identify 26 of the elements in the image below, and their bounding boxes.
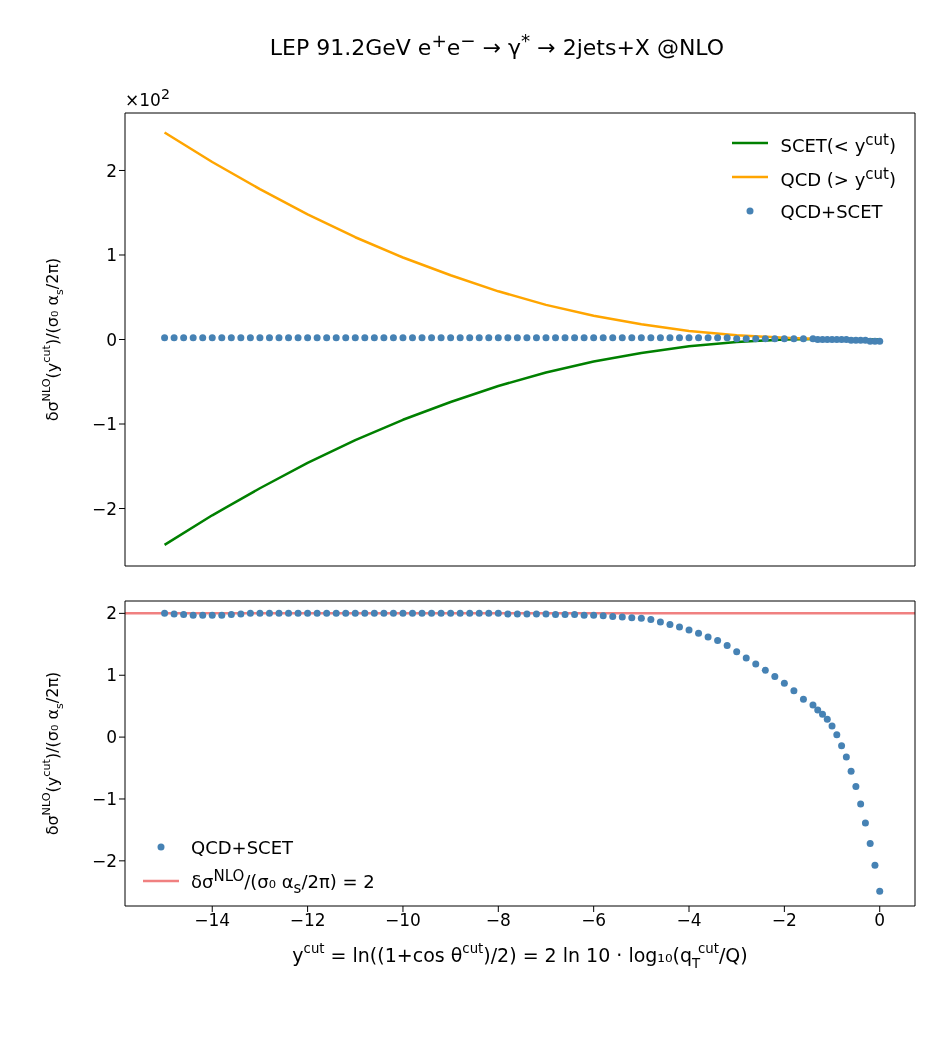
x-tick-label: −10 [385, 910, 421, 931]
legend-label: QCD+SCET [780, 200, 883, 222]
y-tick-label: −2 [91, 851, 117, 872]
x-axis-title: y$^{cut}$ = ln((1+cos θ$^{cut}$)/2) = 2 ln 10 · log₁₀(q$_{T}$$^{cut}$/Q) [292, 940, 748, 971]
x-tick-label: −4 [676, 910, 702, 931]
x-tick-label: 0 [874, 910, 886, 931]
y-tick-label: 2 [106, 603, 117, 624]
y-tick-label: −1 [91, 414, 117, 435]
y-tick-label: 1 [106, 245, 117, 266]
x-tick-label: −12 [289, 910, 326, 931]
text: ×10$^{2}$ [125, 86, 170, 110]
y-tick-label: 0 [106, 727, 117, 748]
legend-label: δσ$^{NLO}$/(σ₀ α$_{s}$/2π) = 2 [191, 866, 375, 897]
x-tick-label: −2 [771, 910, 797, 931]
x-tick-label: −6 [581, 910, 607, 931]
legend-label: SCET(< y$^{cut}$) [780, 130, 896, 156]
y-tick-label: 2 [106, 160, 117, 181]
legend-label: QCD+SCET [191, 836, 294, 858]
x-tick-label: −8 [485, 910, 511, 931]
y-tick-label: 0 [106, 329, 117, 350]
y-tick-label: −2 [91, 498, 117, 519]
chart-title: LEP 91.2GeV e$^{+}$e$^{−}$ → γ$^{*}$ → 2jets+X @NLO [268, 29, 726, 63]
y-tick-label: −1 [91, 789, 117, 810]
y-tick-label: 1 [106, 665, 117, 686]
legend-label: QCD (> y$^{cut}$) [780, 164, 896, 190]
x-tick-label: −14 [194, 910, 231, 931]
